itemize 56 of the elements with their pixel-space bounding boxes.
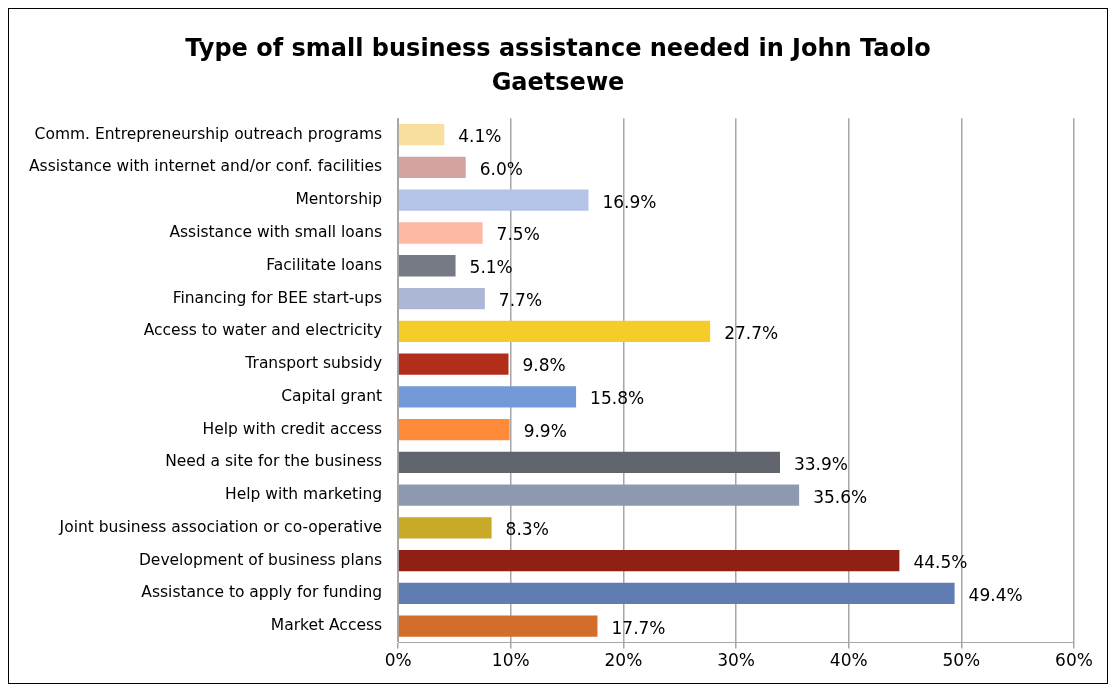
bar: [398, 255, 456, 277]
y-tick-label: Help with credit access: [202, 419, 383, 438]
data-label: 27.7%: [724, 322, 779, 343]
y-tick-label: Comm. Entrepreneurship outreach programs: [34, 124, 383, 143]
y-tick-label: Development of business plans: [138, 550, 383, 569]
data-label: 7.5%: [496, 224, 540, 245]
data-label: 49.4%: [968, 584, 1023, 605]
data-label: 17.7%: [611, 617, 666, 638]
bar: [398, 287, 485, 310]
data-label: 15.8%: [590, 388, 645, 409]
y-tick-label: Joint business association or co-operative: [58, 517, 383, 536]
data-label: 4.1%: [458, 126, 502, 147]
data-label: 5.1%: [469, 257, 513, 278]
x-tick-label: 0%: [384, 650, 412, 671]
data-label: 6.0%: [479, 158, 523, 179]
data-label: 9.9%: [523, 421, 567, 442]
y-tick-label: Assistance to apply for funding: [141, 583, 383, 602]
y-tick-label: Need a site for the business: [165, 452, 383, 471]
bar: [398, 582, 955, 605]
data-label: 8.3%: [505, 519, 549, 540]
bar: [398, 320, 711, 342]
bar: [398, 517, 492, 539]
y-tick-label: Assistance with internet and/or conf. facilities: [29, 157, 383, 176]
bar: [398, 156, 466, 179]
chart-title: Type of small business assistance needed in John Taolo Gaetsewe: [184, 33, 932, 98]
data-label: 7.7%: [498, 289, 543, 310]
y-tick-label: Capital grant: [281, 386, 383, 405]
bar: [398, 222, 483, 244]
bar: [398, 124, 445, 146]
x-tick-label: 10%: [491, 650, 530, 671]
y-tick-label: Market Access: [270, 616, 383, 635]
bar: [398, 353, 509, 375]
x-tick-label: 30%: [717, 650, 755, 671]
data-label: 16.9%: [602, 191, 657, 212]
y-tick-label: Transport subsidy: [244, 354, 383, 373]
data-label: 9.8%: [522, 355, 566, 376]
y-tick-label: Help with marketing: [225, 485, 383, 504]
bar: [398, 484, 800, 506]
bar: [398, 615, 598, 637]
x-tick-label: 20%: [604, 650, 643, 671]
bar: [398, 386, 577, 408]
y-tick-label: Mentorship: [295, 190, 383, 209]
y-tick-label: Access to water and electricity: [143, 321, 383, 340]
x-tick-label: 60%: [1055, 650, 1093, 671]
data-label: 35.6%: [813, 486, 868, 507]
y-tick-label: Financing for BEE start-ups: [172, 288, 383, 307]
x-tick-label: 40%: [829, 650, 868, 671]
y-tick-label: Assistance with small loans: [169, 223, 383, 242]
x-tick-label: 50%: [942, 650, 981, 671]
data-label: 33.9%: [793, 453, 848, 474]
bar: [398, 189, 589, 211]
y-tick-label: Facilitate loans: [266, 255, 383, 274]
bar: [398, 451, 780, 474]
bar: [398, 418, 510, 441]
data-label: 44.5%: [913, 552, 968, 573]
bar: [398, 550, 900, 572]
